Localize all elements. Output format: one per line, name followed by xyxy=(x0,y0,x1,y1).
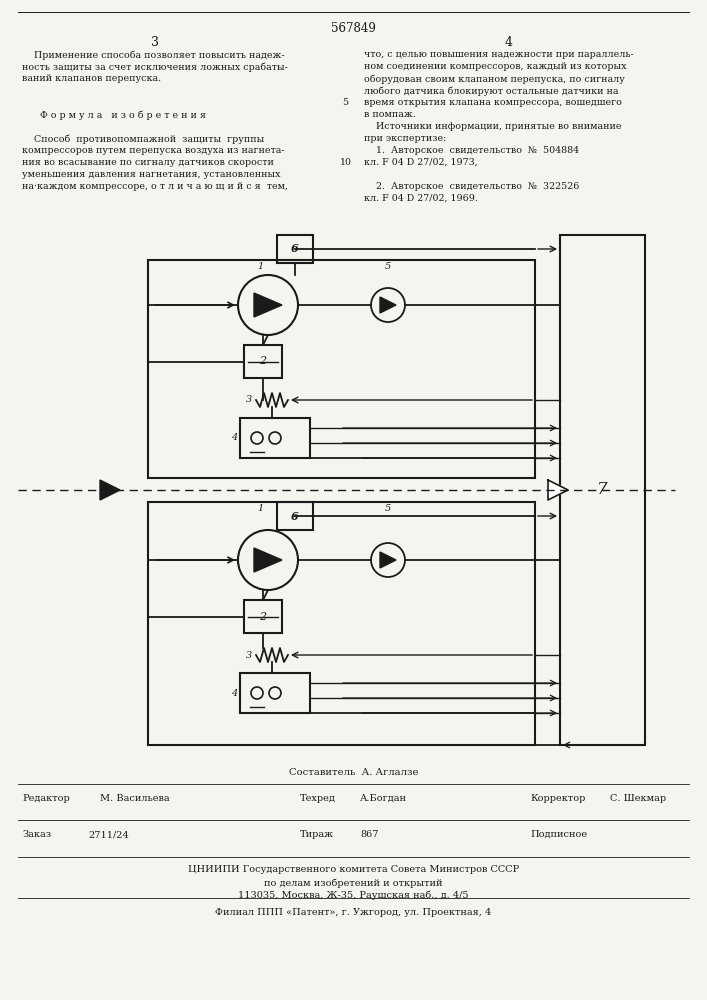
Text: любого датчика блокируют остальные датчики на: любого датчика блокируют остальные датчи… xyxy=(363,86,618,96)
Text: ном соединении компрессоров, каждый из которых: ном соединении компрессоров, каждый из к… xyxy=(363,62,626,71)
Text: 7: 7 xyxy=(597,482,608,498)
Text: при экспертизе:: при экспертизе: xyxy=(363,134,446,143)
Text: 1: 1 xyxy=(257,504,263,513)
Text: 6: 6 xyxy=(291,243,299,254)
Text: уменьшения давления нагнетания, установленных: уменьшения давления нагнетания, установл… xyxy=(22,170,281,179)
Text: Подписное: Подписное xyxy=(530,830,587,839)
Text: 2: 2 xyxy=(259,611,267,621)
Text: Источники информации, принятые во внимание: Источники информации, принятые во вниман… xyxy=(363,122,621,131)
Text: 3: 3 xyxy=(151,36,159,49)
Text: 10: 10 xyxy=(339,158,351,167)
Text: 3: 3 xyxy=(246,395,252,404)
Text: 4: 4 xyxy=(505,36,513,49)
Text: Составитель  А. Аглалзе: Составитель А. Аглалзе xyxy=(288,768,419,777)
Bar xyxy=(277,235,313,263)
Polygon shape xyxy=(254,548,282,572)
Polygon shape xyxy=(380,552,396,568)
Polygon shape xyxy=(254,293,282,317)
Text: Корректор: Корректор xyxy=(530,794,585,803)
Bar xyxy=(277,502,313,530)
Text: 2711/24: 2711/24 xyxy=(88,830,129,839)
Text: М. Васильева: М. Васильева xyxy=(100,794,170,803)
Text: Техред: Техред xyxy=(300,794,336,803)
Text: 4: 4 xyxy=(230,688,237,698)
Bar xyxy=(240,673,310,713)
Polygon shape xyxy=(548,480,568,500)
Text: оборудован своим клапаном перепуска, по сигналу: оборудован своим клапаном перепуска, по … xyxy=(363,74,624,84)
Text: компрессоров путем перепуска воздуха из нагнета-: компрессоров путем перепуска воздуха из … xyxy=(22,146,285,155)
Text: 567849: 567849 xyxy=(331,22,376,35)
Text: время открытия клапана компрессора, вошедшего: время открытия клапана компрессора, воше… xyxy=(363,98,621,107)
Text: Филиал ППП «Патент», г. Ужгород, ул. Проектная, 4: Филиал ППП «Патент», г. Ужгород, ул. Про… xyxy=(216,908,491,917)
Text: 113035, Москва, Ж-35, Раушская наб., д. 4/5: 113035, Москва, Ж-35, Раушская наб., д. … xyxy=(238,891,469,900)
Text: Тираж: Тираж xyxy=(300,830,334,839)
Text: ность защиты за счет исключения ложных срабаты-: ность защиты за счет исключения ложных с… xyxy=(22,62,288,72)
Text: 5: 5 xyxy=(342,98,349,107)
Text: 5: 5 xyxy=(385,504,391,513)
Text: Способ  противопомпажной  защиты  группы: Способ противопомпажной защиты группы xyxy=(22,134,264,143)
Text: ния во всасывание по сигналу датчиков скорости: ния во всасывание по сигналу датчиков ск… xyxy=(22,158,274,167)
Text: на·каждом компрессоре, о т л и ч а ю щ и й с я  тем,: на·каждом компрессоре, о т л и ч а ю щ и… xyxy=(22,182,288,191)
Text: ЦНИИПИ Государственного комитета Совета Министров СССР: ЦНИИПИ Государственного комитета Совета … xyxy=(188,865,519,874)
Bar xyxy=(560,235,645,745)
Text: 867: 867 xyxy=(360,830,378,839)
Text: 5: 5 xyxy=(385,262,391,271)
Text: кл. F 04 D 27/02, 1969.: кл. F 04 D 27/02, 1969. xyxy=(363,194,477,203)
Bar xyxy=(148,260,535,478)
Text: С. Шекмар: С. Шекмар xyxy=(610,794,666,803)
Text: Редактор: Редактор xyxy=(22,794,70,803)
Text: ваний клапанов перепуска.: ваний клапанов перепуска. xyxy=(22,74,161,83)
Bar xyxy=(244,345,282,378)
Polygon shape xyxy=(380,297,396,313)
Text: Ф о р м у л а   и з о б р е т е н и я: Ф о р м у л а и з о б р е т е н и я xyxy=(22,110,206,119)
Text: 6: 6 xyxy=(291,510,299,522)
Bar xyxy=(240,418,310,458)
Text: кл. F 04 D 27/02, 1973,: кл. F 04 D 27/02, 1973, xyxy=(363,158,477,167)
Text: 1.  Авторское  свидетельство  №  504884: 1. Авторское свидетельство № 504884 xyxy=(363,146,578,155)
Text: А.Богдан: А.Богдан xyxy=(360,794,407,803)
Text: Применение способа позволяет повысить надеж-: Применение способа позволяет повысить на… xyxy=(22,50,285,60)
Text: в помпаж.: в помпаж. xyxy=(363,110,415,119)
Text: 3: 3 xyxy=(246,650,252,660)
Text: 2: 2 xyxy=(259,357,267,366)
Bar xyxy=(244,600,282,633)
Text: по делам изобретений и открытий: по делам изобретений и открытий xyxy=(264,878,443,888)
Text: 1: 1 xyxy=(257,262,263,271)
Text: что, с целью повышения надежности при параллель-: что, с целью повышения надежности при па… xyxy=(363,50,633,59)
Text: 2.  Авторское  свидетельство  №  322526: 2. Авторское свидетельство № 322526 xyxy=(363,182,579,191)
Polygon shape xyxy=(100,480,120,500)
Text: Заказ: Заказ xyxy=(22,830,51,839)
Text: 4: 4 xyxy=(230,434,237,442)
Bar xyxy=(148,502,535,745)
